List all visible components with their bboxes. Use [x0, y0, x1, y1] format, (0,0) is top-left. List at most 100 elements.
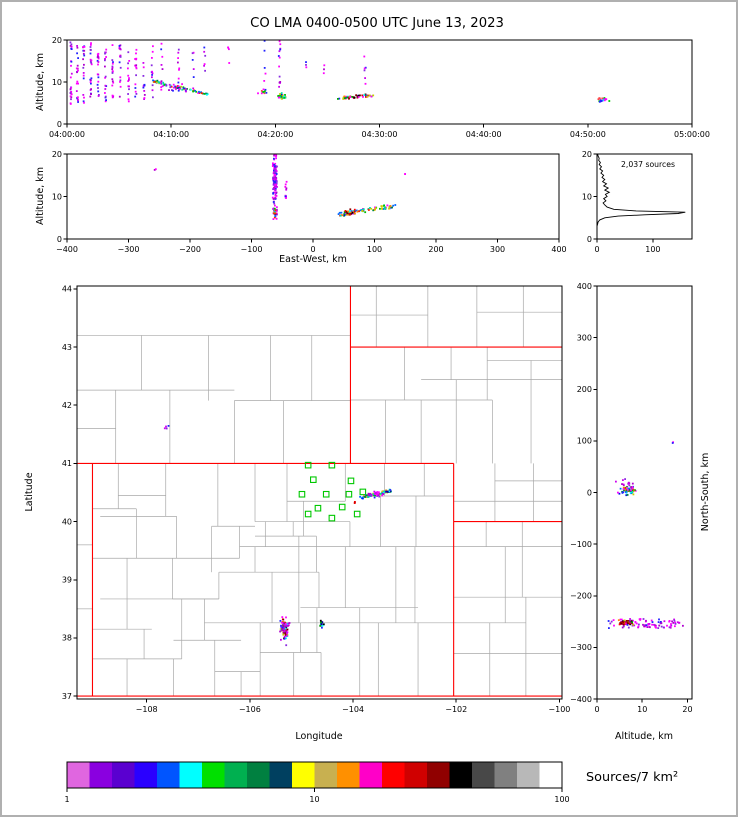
- source-point: [276, 206, 278, 209]
- source-point: [285, 188, 288, 191]
- source-point: [152, 96, 154, 99]
- source-point: [275, 212, 278, 215]
- colorbar: 1 10 100: [64, 761, 570, 804]
- source-point: [671, 620, 673, 623]
- source-point: [362, 208, 365, 211]
- tick-label: 20: [682, 705, 692, 714]
- source-point: [104, 92, 106, 94]
- source-point: [142, 62, 145, 64]
- source-point: [642, 623, 644, 626]
- source-point: [118, 45, 121, 47]
- source-point: [271, 165, 274, 167]
- colorbar-segment: [224, 762, 248, 788]
- source-point: [90, 61, 93, 64]
- lma-station-marker: [304, 510, 312, 518]
- source-point: [165, 84, 168, 86]
- source-point: [204, 69, 206, 72]
- source-point: [70, 86, 73, 89]
- source-point: [604, 98, 607, 100]
- source-point: [597, 98, 600, 101]
- source-point: [613, 624, 615, 627]
- source-point: [278, 50, 281, 53]
- source-point: [162, 83, 165, 86]
- source-point: [278, 85, 280, 88]
- tick-label: 41: [62, 459, 72, 468]
- source-point: [625, 488, 627, 491]
- source-point: [351, 211, 354, 214]
- source-point: [630, 489, 632, 492]
- source-point: [182, 86, 185, 89]
- state-boundaries: [77, 286, 562, 697]
- source-point: [285, 644, 288, 647]
- source-point: [646, 626, 649, 628]
- source-point: [69, 102, 72, 105]
- source-point: [104, 88, 107, 90]
- source-point: [177, 48, 180, 51]
- source-point: [283, 97, 286, 99]
- source-point: [83, 63, 85, 66]
- source-point: [377, 494, 380, 497]
- source-point: [626, 486, 628, 489]
- source-point: [143, 94, 146, 96]
- source-point: [631, 487, 634, 490]
- source-point: [280, 93, 283, 95]
- source-point: [134, 90, 137, 93]
- source-point: [198, 90, 200, 93]
- source-point: [272, 198, 275, 200]
- source-point: [111, 62, 114, 65]
- source-point: [105, 99, 107, 101]
- source-point: [274, 185, 277, 188]
- source-point: [617, 491, 619, 494]
- source-point: [626, 624, 629, 626]
- source-point: [381, 208, 383, 210]
- tick-label: 05:00:00: [674, 130, 710, 139]
- source-point: [161, 68, 164, 70]
- source-point: [97, 57, 100, 60]
- tick-label: 0: [57, 120, 62, 129]
- source-point: [280, 94, 282, 97]
- tick-label: 10: [52, 192, 62, 201]
- source-point: [163, 83, 166, 86]
- source-point: [623, 489, 626, 492]
- source-point: [274, 180, 277, 182]
- source-point: [276, 208, 278, 211]
- source-point: [622, 479, 624, 481]
- source-point: [658, 624, 661, 627]
- source-point: [112, 70, 114, 73]
- source-point: [170, 85, 173, 88]
- source-point: [363, 55, 366, 58]
- source-point: [197, 92, 200, 94]
- source-point: [82, 74, 85, 77]
- source-point: [104, 51, 107, 54]
- source-point: [662, 626, 665, 629]
- source-point: [388, 206, 391, 208]
- tick-label: −300: [118, 245, 140, 254]
- source-point: [195, 90, 198, 93]
- source-point: [630, 486, 632, 489]
- source-point: [83, 54, 86, 57]
- source-point: [383, 490, 386, 493]
- source-point: [152, 45, 154, 48]
- tick-label: 10: [582, 192, 592, 201]
- source-point: [278, 65, 280, 68]
- source-point: [373, 490, 376, 493]
- source-point: [603, 97, 606, 99]
- source-point: [674, 623, 677, 625]
- source-point: [624, 478, 626, 480]
- source-point: [96, 53, 99, 56]
- source-point: [642, 618, 645, 620]
- source-point: [274, 204, 276, 207]
- source-point: [392, 204, 395, 207]
- source-point: [319, 619, 322, 622]
- tick-label: 37: [62, 692, 72, 701]
- source-point: [228, 48, 230, 51]
- source-point: [381, 492, 384, 495]
- source-point: [380, 492, 382, 495]
- source-point: [279, 630, 281, 633]
- panel-frame: [66, 153, 560, 240]
- source-point: [286, 632, 288, 635]
- source-point: [345, 211, 348, 213]
- source-point: [98, 94, 100, 96]
- colorbar-segment: [112, 762, 136, 788]
- source-point: [69, 88, 72, 90]
